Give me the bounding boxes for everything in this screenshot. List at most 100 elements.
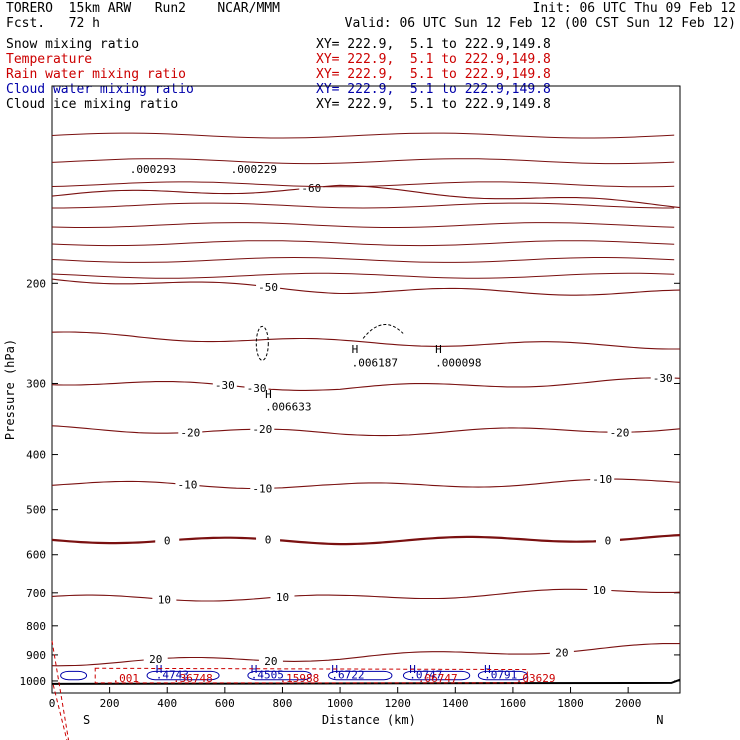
rain-max-value: .15988: [280, 672, 320, 685]
plot-frame: [51, 85, 681, 694]
x-end-label-south: S: [83, 713, 90, 727]
ice-contour: [255, 325, 269, 361]
temperature-contour-label: 20: [264, 655, 277, 668]
y-axis-label: Pressure (hPa): [3, 339, 17, 440]
contour-label-bg: [595, 534, 620, 546]
x-tick-label: 800: [273, 697, 293, 710]
field-xy-range: XY= 222.9, 5.1 to 222.9,149.8: [316, 67, 551, 82]
contour-label-bg: [178, 426, 203, 438]
temperature-contour: [51, 184, 681, 209]
x-tick-label: 400: [157, 697, 177, 710]
x-end-label-north: N: [656, 713, 663, 727]
temperature-contour-label: 0: [265, 533, 272, 546]
rain-max-value: .03629: [516, 672, 556, 685]
contour-label-bg: [258, 654, 283, 666]
contour-label-bg: [212, 379, 237, 391]
ice-max-annotation: .006633: [265, 401, 311, 414]
contour-label-bg: [250, 482, 275, 494]
temperature-contour-label: -30: [215, 379, 235, 392]
y-tick-label: 1000: [20, 675, 47, 688]
contour-label-bg: [250, 423, 275, 435]
cloud-water-contour: [60, 670, 88, 681]
upper-temperature-contour: [51, 256, 675, 263]
temperature-contour: [51, 425, 681, 437]
contour-label-bg: [152, 593, 177, 605]
contour-label-bg: [650, 371, 675, 383]
contour-label-bg: [549, 646, 574, 658]
cloud-water-contour: [402, 670, 471, 681]
contour-label-bg: [175, 478, 200, 490]
rain-max-value: .06747: [418, 672, 458, 685]
cloud-water-max-marker: H: [156, 663, 163, 676]
temperature-contour-label: 20: [149, 653, 162, 666]
cloud-water-contour: [146, 670, 220, 681]
ice-contour: [362, 324, 404, 339]
rain-max-value: .36748: [173, 672, 213, 685]
y-tick-label: 600: [26, 549, 46, 562]
upper-temperature-contour: [51, 158, 675, 165]
ice-max-annotation: .000229: [231, 163, 277, 176]
y-tick-label: 300: [26, 377, 46, 390]
cloud-water-contour: [328, 670, 393, 681]
field-xy-range: XY= 222.9, 5.1 to 222.9,149.8: [316, 97, 551, 112]
contour-label-bg: [143, 653, 168, 665]
temperature-contour-label: 0: [164, 535, 171, 548]
temperature-contour-label: 10: [276, 591, 289, 604]
temperature-contour: [51, 588, 681, 602]
ice-max-annotation: H: [265, 388, 272, 401]
temperature-contour-label: -10: [252, 482, 272, 495]
temperature-contour-label: 0: [605, 535, 612, 548]
temperature-contour: [51, 478, 681, 490]
temperature-contour-label: -20: [252, 423, 272, 436]
temperature-contour-label: -50: [258, 281, 278, 294]
temperature-contour-label: -10: [177, 479, 197, 492]
y-tick-label: 400: [26, 449, 46, 462]
cloud-water-contour: [247, 670, 312, 681]
ice-max-annotation: .000098: [435, 356, 481, 369]
x-tick-label: 200: [100, 697, 120, 710]
upper-temperature-contour: [51, 272, 675, 279]
contour-label-bg: [607, 426, 632, 438]
x-tick-label: 1400: [442, 697, 469, 710]
terrain-line: [51, 678, 681, 685]
ice-max-annotation: .006187: [352, 356, 398, 369]
temperature-contour-label: -30: [247, 382, 267, 395]
temperature-contour-label: 10: [158, 593, 171, 606]
temperature-contour-label: 20: [555, 646, 568, 659]
field-label: Rain water mixing ratio: [6, 67, 187, 82]
model-title: TORERO 15km ARW Run2 NCAR/MMM: [6, 1, 280, 16]
contour-label-bg: [590, 473, 615, 485]
init-time: Init: 06 UTC Thu 09 Feb 12: [532, 1, 737, 16]
contour-label-bg: [244, 382, 269, 394]
x-tick-label: 1200: [384, 697, 411, 710]
upper-temperature-contour: [51, 222, 675, 228]
temperature-contour: [51, 278, 681, 296]
temperature-contour-label: -20: [610, 426, 630, 439]
forecast-hour: Fcst. 72 h: [6, 16, 100, 31]
temperature-contour-label: -20: [180, 426, 200, 439]
contour-label-bg: [270, 590, 295, 602]
temperature-contour: [51, 331, 680, 350]
cloud-water-max-marker: H: [251, 663, 258, 676]
temperature-contour-label: -60: [301, 182, 321, 195]
x-tick-label: 0: [49, 697, 56, 710]
upper-temperature-contour: [52, 202, 675, 209]
field-label: Temperature: [6, 52, 93, 67]
field-label: Snow mixing ratio: [6, 37, 140, 52]
temperature-contour: [51, 534, 681, 546]
x-tick-label: 1600: [500, 697, 527, 710]
field-xy-range: XY= 222.9, 5.1 to 222.9,149.8: [316, 52, 551, 67]
temperature-contour-label: 10: [593, 584, 606, 597]
y-tick-label: 500: [26, 504, 46, 517]
x-tick-label: 1800: [557, 697, 584, 710]
contour-label-bg: [256, 533, 281, 545]
contour-label-bg: [587, 583, 612, 595]
y-tick-label: 800: [26, 620, 46, 633]
upper-temperature-contour: [51, 181, 675, 188]
ice-max-annotation: H: [435, 343, 442, 356]
ice-max-annotation: H: [352, 343, 359, 356]
field-xy-range: XY= 222.9, 5.1 to 222.9,149.8: [316, 37, 551, 52]
upper-temperature-contour: [51, 132, 675, 139]
rain-max-value: .001: [112, 672, 139, 685]
rain-contour: [51, 640, 70, 740]
